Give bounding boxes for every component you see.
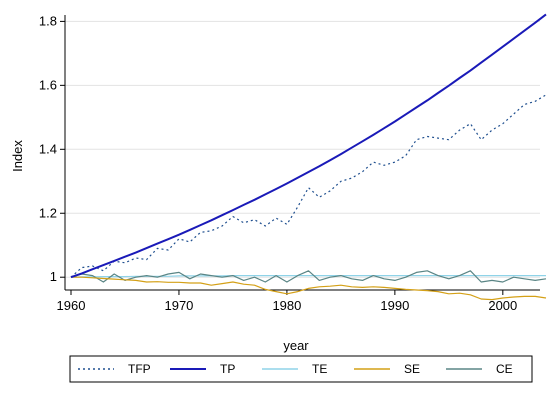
y-tick-label: 1.4 — [39, 141, 57, 156]
legend-label-se: SE — [404, 362, 420, 376]
y-tick-label: 1.6 — [39, 77, 57, 92]
series-line-ce — [70, 270, 547, 283]
x-tick-label: 1970 — [164, 298, 193, 313]
x-axis-label: year — [283, 338, 309, 353]
ticks: 1 1.2 1.4 1.6 1.8 1960 1970 1980 1990 2000 — [39, 13, 517, 313]
y-tick-label: 1.8 — [39, 13, 57, 28]
series-line-se — [71, 276, 547, 301]
series-line-tfp — [70, 94, 547, 278]
series — [70, 13, 547, 301]
legend-label-te: TE — [312, 362, 327, 376]
x-tick-label: 1990 — [380, 298, 409, 313]
x-tick-label: 2000 — [488, 298, 517, 313]
x-tick-label: 1960 — [57, 298, 86, 313]
grid — [65, 20, 540, 278]
y-tick-label: 1 — [50, 269, 57, 284]
plot-area — [65, 15, 540, 290]
series-line-tp — [70, 13, 547, 279]
y-tick-label: 1.2 — [39, 205, 57, 220]
legend-label-ce: CE — [496, 362, 513, 376]
y-axis-label: Index — [10, 140, 25, 172]
legend: TFP TP TE SE CE — [69, 355, 533, 383]
legend-label-tfp: TFP — [128, 362, 151, 376]
legend-label-tp: TP — [220, 362, 235, 376]
x-tick-label: 1980 — [272, 298, 301, 313]
